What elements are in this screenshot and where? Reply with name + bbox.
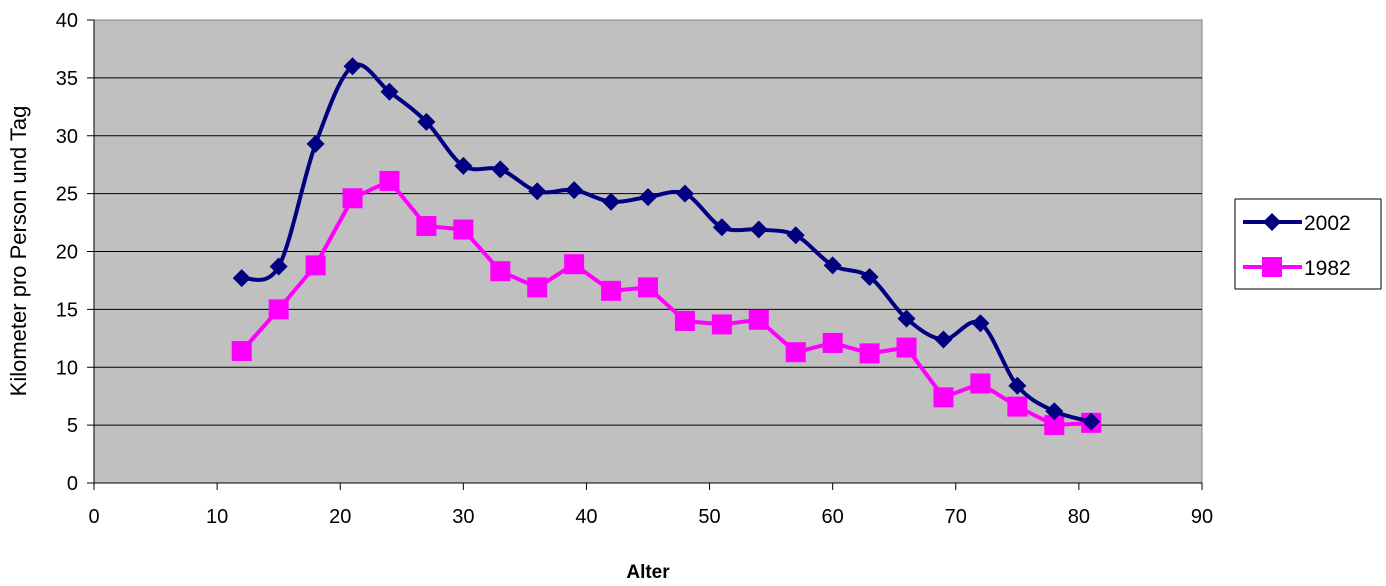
y-tick-label-6: 30 (56, 126, 78, 148)
point-1982-6 (453, 219, 474, 240)
y-axis-label: Kilometer pro Person und Tag (6, 106, 31, 397)
point-2002-1 (269, 257, 288, 276)
point-1982-15 (785, 342, 806, 363)
point-1982-1 (268, 299, 289, 320)
x-tick-label-9: 90 (1191, 506, 1213, 528)
point-1982-21 (1007, 396, 1028, 417)
point-1982-5 (416, 216, 437, 237)
series-2002 (232, 57, 1101, 431)
x-tick-label-7: 70 (945, 506, 967, 528)
point-1982-12 (674, 310, 695, 331)
x-axis-label: Alter (626, 562, 670, 583)
point-2002-3 (343, 57, 362, 76)
x-tick-label-4: 40 (575, 506, 597, 528)
x-tick-label-5: 50 (698, 506, 720, 528)
point-1982-2 (305, 255, 326, 276)
point-1982-11 (638, 277, 658, 298)
point-2002-19 (934, 330, 953, 349)
x-tick-label-1: 10 (206, 506, 228, 528)
legend: 2002 1982 (1234, 198, 1382, 290)
point-2002-17 (860, 267, 879, 286)
point-1982-17 (859, 343, 880, 364)
point-1982-4 (379, 170, 400, 191)
point-2002-18 (897, 309, 916, 328)
legend-label-1982: 1982 (1304, 257, 1351, 280)
x-tick-label-3: 30 (452, 506, 474, 528)
series-1982 (231, 170, 1102, 436)
point-1982-13 (711, 314, 732, 335)
legend-item-2002: 2002 (1243, 212, 1351, 235)
point-1982-0 (231, 341, 252, 362)
x-tick-label-0: 0 (88, 506, 99, 528)
point-2002-6 (454, 156, 473, 175)
point-2002-12 (675, 184, 694, 203)
point-1982-9 (564, 254, 585, 275)
point-2002-22 (1045, 402, 1064, 421)
legend-item-1982: 1982 (1243, 257, 1351, 280)
point-2002-23 (1082, 412, 1101, 431)
legend-box (1234, 198, 1382, 290)
point-1982-19 (933, 387, 954, 408)
point-2002-13 (712, 218, 731, 237)
y-tick-label-0: 0 (67, 473, 78, 495)
point-2002-2 (306, 134, 325, 153)
point-1982-8 (527, 277, 548, 298)
point-2002-21 (1008, 376, 1027, 395)
point-2002-8 (528, 182, 547, 201)
y-tick-label-1: 5 (67, 415, 78, 437)
point-2002-10 (602, 192, 621, 211)
point-1982-14 (748, 309, 769, 330)
x-tick-label-6: 60 (822, 506, 844, 528)
point-1982-20 (970, 373, 991, 394)
y-tick-label-5: 25 (56, 184, 78, 206)
x-tick-label-2: 20 (329, 506, 351, 528)
point-2002-7 (491, 160, 510, 179)
point-2002-20 (971, 314, 990, 333)
legend-marker-2002 (1263, 213, 1281, 231)
y-tick-label-4: 20 (56, 242, 78, 264)
point-1982-3 (342, 188, 363, 209)
point-1982-22 (1044, 415, 1065, 436)
point-2002-16 (823, 256, 842, 275)
point-2002-11 (639, 188, 657, 207)
x-tick-label-8: 80 (1068, 506, 1090, 528)
point-2002-14 (749, 220, 768, 239)
y-tick-label-8: 40 (56, 10, 78, 32)
axes (87, 19, 1203, 490)
point-1982-7 (490, 261, 511, 282)
point-2002-0 (232, 269, 251, 288)
series-layer (231, 57, 1102, 436)
legend-marker-1982 (1262, 257, 1282, 277)
point-2002-15 (786, 226, 805, 245)
y-tick-labels: 0 5 10 15 20 25 30 35 40 (56, 10, 78, 495)
point-2002-5 (417, 112, 436, 131)
point-2002-9 (565, 181, 584, 200)
y-tick-label-3: 15 (56, 299, 78, 321)
point-1982-18 (896, 337, 917, 358)
legend-label-2002: 2002 (1304, 212, 1351, 235)
point-2002-4 (380, 82, 399, 101)
point-1982-16 (822, 332, 843, 353)
y-tick-label-2: 10 (56, 357, 78, 379)
x-tick-labels: 0 10 20 30 40 50 60 70 80 90 (88, 506, 1213, 528)
point-1982-10 (601, 280, 622, 301)
y-tick-label-7: 35 (56, 68, 78, 90)
